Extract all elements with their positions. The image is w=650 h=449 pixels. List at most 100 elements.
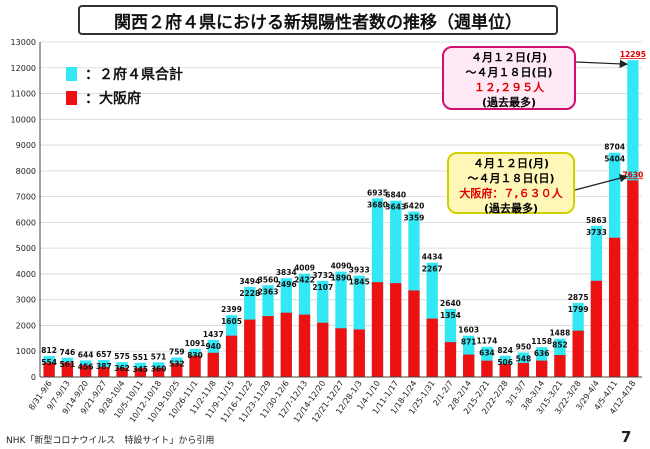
data-label-total: 551	[133, 353, 149, 362]
bars	[43, 60, 639, 378]
data-label-osaka: 636	[534, 349, 550, 358]
data-label-total: 8704	[604, 143, 625, 152]
data-label-osaka: 2363	[258, 287, 279, 296]
data-label-total: 12295	[620, 50, 646, 59]
data-label-osaka: 1354	[440, 311, 461, 320]
bar-osaka	[298, 314, 311, 377]
bar-total	[353, 275, 365, 377]
legend-item-total: ：２府４県合計	[66, 62, 183, 86]
y-tick-label: 2000	[16, 321, 36, 330]
data-label-osaka: 2422	[294, 276, 315, 285]
data-label-total: 824	[497, 346, 513, 355]
data-label-total: 5863	[586, 216, 607, 225]
data-label-total: 3834	[276, 268, 297, 277]
data-label-osaka: 634	[479, 349, 495, 358]
data-label-osaka: 2107	[312, 283, 333, 292]
bar-osaka	[317, 322, 329, 377]
bar-osaka	[481, 360, 493, 377]
bar-osaka	[43, 362, 55, 377]
y-tick-label: 0	[31, 373, 36, 382]
legend-swatch-total	[66, 67, 77, 81]
callout-arrow-total	[575, 59, 629, 69]
bar-osaka	[408, 290, 420, 377]
data-label-osaka: 456	[78, 362, 94, 371]
bar-osaka	[371, 282, 384, 377]
bar-osaka	[499, 363, 511, 377]
data-label-total: 6935	[367, 188, 388, 197]
data-label-osaka: 2228	[239, 289, 260, 298]
bar-osaka	[390, 283, 402, 377]
y-tick-label: 6000	[16, 218, 36, 227]
callout-arrow-osaka	[574, 174, 629, 191]
callout-osaka-line2: ～４月１８日(日)	[467, 172, 555, 185]
bar-osaka	[608, 237, 621, 377]
chart-title: 関西２府４県における新規陽性者数の推移（週単位）	[78, 5, 558, 35]
data-label-osaka: 5404	[604, 155, 625, 164]
data-label-total: 2399	[221, 305, 242, 314]
data-label-osaka: 3680	[367, 200, 388, 209]
data-label-total: 2640	[440, 299, 461, 308]
data-label-total: 2875	[568, 293, 589, 302]
bar-osaka	[536, 360, 548, 377]
callout-total-line2: ～４月１８日(日)	[465, 66, 553, 79]
data-label-osaka: 7630	[622, 170, 643, 179]
callout-osaka-label: 大阪府：	[459, 187, 504, 200]
data-label-total: 950	[516, 343, 532, 352]
bar-osaka	[207, 352, 219, 377]
callout-total-line1: ４月１２日(月)	[470, 51, 548, 64]
data-label-total: 759	[169, 347, 185, 356]
bar-osaka	[134, 368, 146, 377]
data-label-total: 1091	[185, 339, 206, 348]
data-label-total: 1437	[203, 330, 224, 339]
data-label-total: 812	[41, 346, 57, 355]
callout-osaka-note: (過去最多)	[483, 202, 539, 215]
data-label-osaka: 561	[60, 360, 76, 369]
data-label-total: 3560	[258, 275, 279, 284]
bar-osaka	[225, 335, 238, 377]
y-tick-label: 13000	[11, 38, 36, 47]
bar-osaka	[463, 354, 475, 377]
bar-osaka	[189, 355, 201, 377]
data-label-osaka: 1799	[568, 305, 589, 314]
data-label-total: 6840	[385, 191, 406, 200]
data-label-osaka: 3733	[586, 228, 607, 237]
y-tick-label: 3000	[16, 296, 36, 305]
data-label-total: 3494	[239, 277, 260, 286]
bar-osaka	[426, 318, 438, 377]
data-label-total: 4009	[294, 264, 315, 273]
y-tick-label: 12000	[11, 64, 36, 73]
source-note: NHK「新型コロナウイルス 特設サイト」から引用	[6, 436, 215, 446]
bar-osaka	[79, 365, 92, 377]
data-label-total: 644	[78, 350, 94, 359]
data-label-osaka: 360	[151, 364, 167, 373]
data-label-total: 571	[151, 352, 167, 361]
data-label-total: 3933	[349, 266, 370, 275]
y-tick-label: 9000	[16, 141, 36, 150]
y-tick-label: 5000	[16, 244, 36, 253]
data-label-total: 1158	[531, 337, 552, 346]
bar-total	[335, 271, 347, 377]
legend-item-osaka: ：大阪府	[66, 86, 183, 110]
data-label-osaka: 3643	[385, 203, 406, 212]
data-label-total: 6420	[404, 202, 425, 211]
callout-osaka-value-line: 大阪府：７,６３０人	[449, 186, 573, 201]
data-label-osaka: 554	[41, 358, 57, 367]
bar-osaka	[554, 355, 566, 377]
bar-osaka	[171, 363, 183, 377]
y-tick-label: 10000	[11, 115, 36, 124]
data-label-osaka: 362	[114, 364, 130, 373]
data-label-osaka: 532	[169, 359, 185, 368]
bar-osaka	[590, 280, 603, 377]
data-label-total: 1488	[549, 329, 570, 338]
y-tick-label: 4000	[16, 270, 36, 279]
data-label-total: 1174	[477, 337, 498, 346]
x-axis-ticks: 8/31-9/69/7-9/139/14-9/209/21-9/279/28-1…	[27, 379, 637, 424]
bar-osaka	[262, 316, 274, 377]
bar-osaka	[98, 367, 110, 377]
page-number: 7	[621, 428, 632, 446]
bar-osaka	[280, 312, 292, 377]
bar-osaka	[61, 362, 74, 377]
bar-osaka	[152, 367, 165, 377]
y-tick-label: 1000	[16, 347, 36, 356]
